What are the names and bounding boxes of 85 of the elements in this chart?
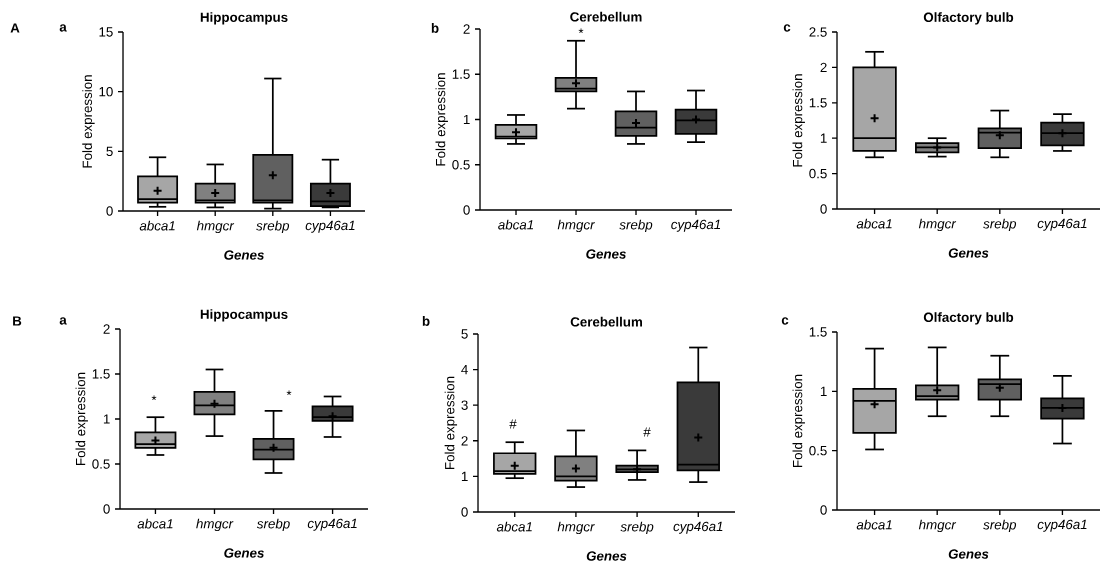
x-tick-label: cyp46a1 xyxy=(673,521,723,534)
y-axis-title: Fold expression xyxy=(444,376,458,469)
y-tick-label: 2.5 xyxy=(809,27,827,37)
x-tick-label: hmgcr xyxy=(196,220,235,234)
y-tick-label: 1 xyxy=(461,471,468,481)
x-tick-label: abca1 xyxy=(856,519,892,530)
x-axis-title: Genes xyxy=(586,249,626,259)
annotation: # xyxy=(509,419,517,429)
text: B xyxy=(13,316,22,326)
y-axis-title: Fold expression xyxy=(792,374,805,467)
y-tick-label: 3 xyxy=(461,400,468,410)
x-tick-label: srebp xyxy=(620,521,654,535)
y-tick-label: 4 xyxy=(461,364,468,375)
x-tick-label: hmgcr xyxy=(196,518,234,532)
x-tick-label: hmgcr xyxy=(918,218,957,232)
x-tick-label: srebp xyxy=(983,519,1017,533)
y-tick-label: 5 xyxy=(461,329,468,339)
annotation: * xyxy=(286,390,292,396)
y-axis-title: Fold expression xyxy=(792,74,805,167)
text: a xyxy=(59,24,67,32)
x-tick-label: hmgcr xyxy=(557,219,595,233)
y-tick-label: 1.5 xyxy=(809,98,827,108)
text: c xyxy=(781,317,789,325)
text: b xyxy=(422,316,430,326)
x-tick-label: cyp46a1 xyxy=(1037,218,1087,231)
x-tick-label: srebp xyxy=(256,518,290,532)
y-axis-title: Fold expression xyxy=(435,73,448,166)
y-tick-label: 15 xyxy=(99,27,113,37)
y-tick-label: 2 xyxy=(461,436,468,446)
y-tick-label: 1.5 xyxy=(92,369,110,379)
y-tick-label: 0 xyxy=(103,504,110,514)
chart-title: Hippocampus xyxy=(200,12,288,25)
chart-title: Olfactory bulb xyxy=(923,12,1014,25)
x-axis-title: Genes xyxy=(586,551,627,561)
y-tick-label: 0.5 xyxy=(92,459,110,469)
x-axis-title: Genes xyxy=(948,549,989,559)
y-tick-label: 1.5 xyxy=(452,69,470,79)
y-tick-label: 1 xyxy=(463,114,470,125)
y-tick-label: 0 xyxy=(106,206,113,216)
y-tick-label: 10 xyxy=(99,86,113,97)
y-tick-label: 1 xyxy=(820,386,827,396)
y-tick-label: 0.5 xyxy=(452,160,470,170)
annotation: * xyxy=(151,395,157,401)
y-tick-label: 0 xyxy=(820,505,827,515)
x-tick-label: srebp xyxy=(619,219,653,233)
x-tick-label: srebp xyxy=(983,218,1017,232)
y-tick-label: 1.5 xyxy=(809,327,827,337)
chart-title: Olfactory bulb xyxy=(923,312,1014,325)
x-tick-label: cyp46a1 xyxy=(1037,519,1087,532)
y-tick-label: 0.5 xyxy=(809,445,827,456)
text: c xyxy=(783,24,791,32)
text: A xyxy=(10,23,20,33)
x-tick-label: abca1 xyxy=(856,218,892,229)
y-tick-label: 2 xyxy=(103,324,110,334)
annotation: * xyxy=(578,28,584,34)
y-tick-label: 0 xyxy=(820,204,827,214)
chart-title: Cerebellum xyxy=(570,11,642,22)
y-tick-label: 2 xyxy=(463,24,470,34)
x-tick-label: hmgcr xyxy=(918,519,957,533)
y-tick-label: 2 xyxy=(820,62,827,73)
x-tick-label: abca1 xyxy=(496,521,532,532)
x-tick-label: abca1 xyxy=(139,220,175,231)
y-axis-title: Fold expression xyxy=(75,372,88,465)
x-tick-label: hmgcr xyxy=(557,521,595,535)
y-tick-label: 5 xyxy=(106,146,113,156)
chart-title: Hippocampus xyxy=(200,309,288,322)
y-tick-label: 0 xyxy=(461,507,468,517)
x-tick-label: abca1 xyxy=(498,219,534,230)
x-axis-title: Genes xyxy=(948,248,989,258)
chart-title: Cerebellum xyxy=(570,316,642,327)
y-tick-label: 0.5 xyxy=(809,168,827,179)
x-tick-label: cyp46a1 xyxy=(307,518,357,531)
text: b xyxy=(431,23,439,33)
x-tick-label: cyp46a1 xyxy=(305,220,355,233)
x-tick-label: cyp46a1 xyxy=(671,219,721,232)
x-tick-label: abca1 xyxy=(137,518,173,529)
text: a xyxy=(59,317,67,325)
y-tick-label: 0 xyxy=(463,205,470,215)
x-axis-title: Genes xyxy=(224,548,264,558)
y-axis-title: Fold expression xyxy=(82,75,95,168)
x-tick-label: srebp xyxy=(256,220,290,234)
annotation: # xyxy=(643,427,651,437)
y-tick-label: 1 xyxy=(103,414,110,424)
y-tick-label: 1 xyxy=(820,133,827,143)
x-axis-title: Genes xyxy=(224,250,264,260)
